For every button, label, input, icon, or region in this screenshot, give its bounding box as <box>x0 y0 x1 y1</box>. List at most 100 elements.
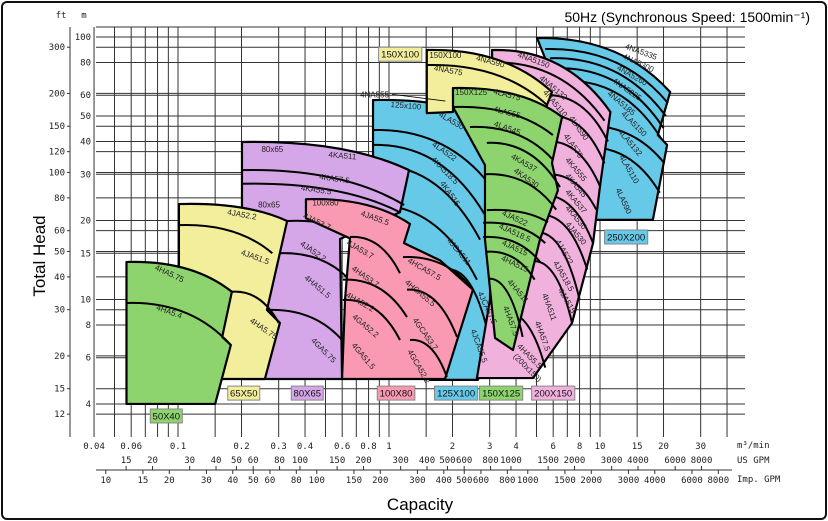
x-tick-label-usgpm: 2000 <box>564 456 586 466</box>
x-tick-label-m3min: 8 <box>577 442 582 452</box>
family-tag-label: 80X65 <box>294 389 321 400</box>
x-tick-label-usgpm: 100 <box>292 456 308 466</box>
impeller-curve <box>544 94 609 142</box>
x-tick-label-m3min: 30 <box>695 442 706 452</box>
impeller-curve <box>126 301 232 346</box>
family-tag-box <box>227 385 261 401</box>
x-tick-label-m3min: 20 <box>658 442 669 452</box>
impeller-curve <box>426 64 548 106</box>
x-tick-label-impgpm: 200 <box>372 476 388 486</box>
x-tick-label-impgpm: 3000 <box>618 476 640 486</box>
ft-unit-label: ft <box>56 11 67 21</box>
x-tick-label-impgpm: 8000 <box>707 476 729 486</box>
y-tick-label-ft: 200 <box>49 89 65 99</box>
x-tick-label-impgpm: 80 <box>291 476 302 486</box>
impeller-curve <box>278 252 349 279</box>
family-tag-label: 250X200 <box>607 233 645 244</box>
family-tag-label: 125X100 <box>437 389 475 400</box>
chart-title: 50Hz (Synchronous Speed: 1500min⁻¹) <box>564 9 810 25</box>
impeller-curve <box>266 308 343 341</box>
model-label: 4KA511 <box>328 150 357 161</box>
x-tick-label-m3min: 15 <box>632 442 643 452</box>
pump-family-50x40 <box>125 260 233 406</box>
family-tag-box <box>434 385 479 401</box>
x-tick-label-usgpm: 3000 <box>601 456 623 466</box>
model-label: 4KA57.5 <box>319 172 351 185</box>
family-tag-125x100: 125X100 <box>434 385 479 401</box>
family-tag-250x200: 250X200 <box>604 229 649 245</box>
family-tag-box <box>531 385 576 401</box>
y-tick-label-m: 30 <box>80 170 91 180</box>
pump-regions <box>125 37 672 406</box>
y-tick-label-ft: 40 <box>54 273 65 283</box>
x-tick-label-usgpm: 200 <box>355 456 371 466</box>
impeller-curve <box>409 338 448 378</box>
x-tick-label-impgpm: 60 <box>265 476 276 486</box>
family-tag-label: 150X125 <box>482 389 520 400</box>
x-tick-label-m3min: 2 <box>450 442 455 452</box>
x-tick-label-usgpm: 500 <box>439 456 455 466</box>
impeller-curve <box>545 48 669 104</box>
family-tag-label: 100X80 <box>380 389 413 400</box>
y-tick-label-m: 8 <box>86 321 91 331</box>
x-tick-label-usgpm: 400 <box>419 456 435 466</box>
y-tick-label-ft: 100 <box>49 168 65 178</box>
x-tick-label-m3min: 6 <box>550 442 555 452</box>
y-tick-label-ft: 150 <box>49 122 65 132</box>
x-tick-label-usgpm: 60 <box>248 456 259 466</box>
x-tick-label-m3min: 0.04 <box>83 442 105 452</box>
y-tick-label-m: 4 <box>86 400 91 410</box>
impeller-curve <box>469 125 554 161</box>
y-tick-label-ft: 20 <box>54 352 65 362</box>
model-label: 4KA55.5 <box>300 183 332 196</box>
x-tick-label-impgpm: 4000 <box>644 476 666 486</box>
impeller-curve <box>482 235 541 263</box>
family-tag-box <box>378 46 423 62</box>
model-label: 100x80 <box>312 199 339 208</box>
x-tick-label-usgpm: 150 <box>329 456 345 466</box>
family-tag-box <box>149 408 183 424</box>
x-tick-label-impgpm: 300 <box>409 476 425 486</box>
impgpm-unit-label: Imp. GPM <box>737 475 781 485</box>
m3min-unit-label: m³/min <box>737 441 770 451</box>
y-tick-label-ft: 120 <box>49 148 65 158</box>
y-tick-label-m: 20 <box>80 216 91 226</box>
x-tick-label-impgpm: 400 <box>436 476 452 486</box>
x-tick-label-usgpm: 8000 <box>691 456 713 466</box>
impeller-curve <box>488 277 524 338</box>
x-tick-label-impgpm: 50 <box>248 476 259 486</box>
x-tick-label-usgpm: 600 <box>456 456 472 466</box>
x-tick-label-impgpm: 150 <box>346 476 362 486</box>
y-tick-label-m: 100 <box>75 33 91 43</box>
y-tick-label-m: 60 <box>80 91 91 101</box>
axes: 1008060504030201510864300200150120100806… <box>49 27 732 486</box>
impeller-curve <box>372 129 491 186</box>
family-tag-label: 200X150 <box>534 389 572 400</box>
x-tick-label-m3min: 1 <box>386 442 391 452</box>
y-tick-label-ft: 15 <box>54 385 65 395</box>
region-150x125 <box>451 86 564 352</box>
impeller-curve <box>484 173 558 211</box>
region-100x80 <box>304 197 475 381</box>
impeller-curve <box>452 105 554 136</box>
x-tick-label-m3min: 0.3 <box>271 442 287 452</box>
model-label: 80x65 <box>258 201 280 210</box>
model-label: 80x65 <box>261 145 283 154</box>
y-tick-label-ft: 60 <box>54 227 65 237</box>
impeller-curve <box>486 141 561 188</box>
x-tick-label-usgpm: 30 <box>184 456 195 466</box>
pump-family-150x125 <box>451 86 564 352</box>
x-tick-label-impgpm: 800 <box>499 476 515 486</box>
x-tick-label-m3min: 0.2 <box>233 442 249 452</box>
model-label: 150X125 <box>455 88 488 97</box>
y-tick-label-m: 40 <box>80 137 91 147</box>
x-tick-label-impgpm: 15 <box>137 476 148 486</box>
callout-leader-line <box>391 93 446 102</box>
impeller-curve <box>342 298 401 341</box>
y-tick-label-ft: 300 <box>49 43 65 53</box>
x-tick-label-usgpm: 20 <box>147 456 158 466</box>
x-axis-title: Capacity <box>387 495 454 514</box>
impeller-curve <box>241 182 401 214</box>
